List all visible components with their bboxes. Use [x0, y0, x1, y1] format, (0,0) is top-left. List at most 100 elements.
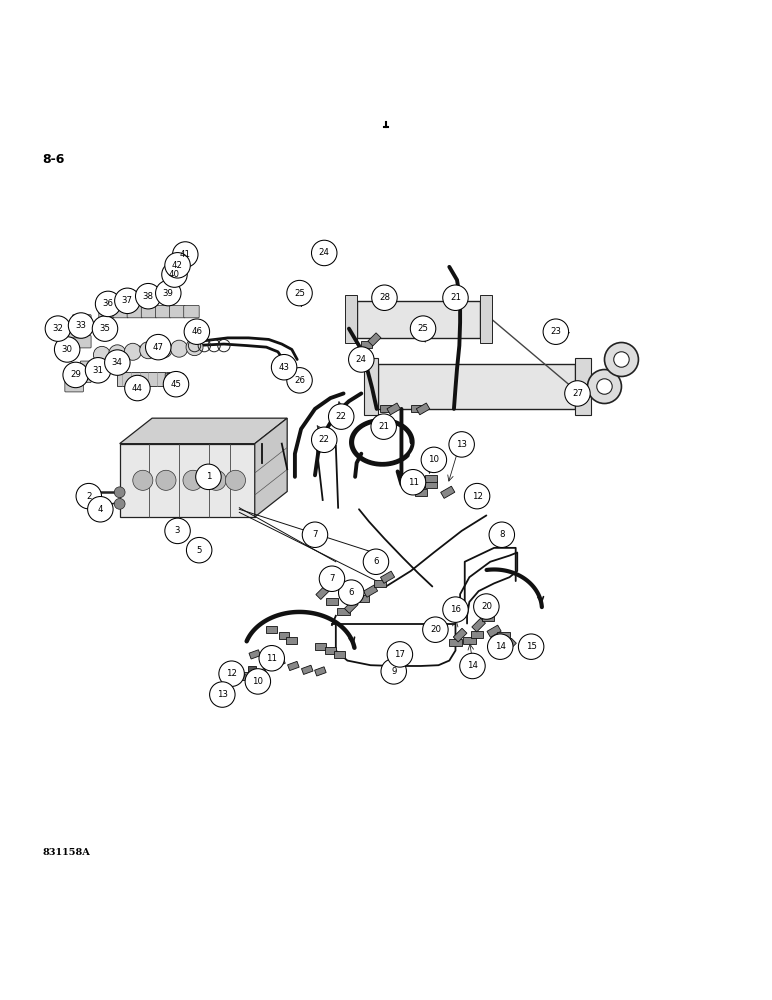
- Circle shape: [63, 362, 88, 388]
- Circle shape: [328, 404, 354, 429]
- Text: 6: 6: [373, 557, 379, 566]
- Circle shape: [114, 498, 125, 509]
- Text: 36: 36: [103, 299, 113, 308]
- Bar: [503, 638, 516, 652]
- Bar: [368, 333, 381, 346]
- Circle shape: [93, 346, 110, 363]
- Circle shape: [371, 414, 397, 439]
- Bar: [255, 668, 267, 679]
- Bar: [266, 626, 277, 633]
- Circle shape: [171, 340, 188, 357]
- Circle shape: [319, 566, 344, 591]
- Text: 21: 21: [450, 293, 461, 302]
- Circle shape: [587, 370, 621, 404]
- Bar: [316, 586, 330, 599]
- Circle shape: [184, 319, 209, 344]
- Circle shape: [422, 617, 448, 642]
- Text: 45: 45: [171, 380, 181, 389]
- Polygon shape: [357, 301, 480, 338]
- Circle shape: [136, 283, 161, 309]
- Text: 33: 33: [76, 321, 86, 330]
- Text: 10: 10: [252, 677, 263, 686]
- Text: 13: 13: [217, 690, 228, 699]
- FancyBboxPatch shape: [184, 305, 199, 318]
- Bar: [286, 637, 297, 644]
- Circle shape: [109, 345, 126, 362]
- Bar: [380, 405, 391, 412]
- Circle shape: [140, 342, 157, 359]
- Bar: [357, 595, 369, 602]
- Text: 2: 2: [86, 492, 92, 501]
- Bar: [337, 608, 350, 615]
- Text: 7: 7: [312, 530, 318, 539]
- Bar: [263, 654, 274, 663]
- Bar: [242, 672, 256, 680]
- Text: 24: 24: [356, 355, 367, 364]
- Circle shape: [442, 597, 468, 622]
- Circle shape: [209, 682, 235, 707]
- Bar: [276, 366, 292, 375]
- FancyBboxPatch shape: [65, 326, 83, 338]
- Bar: [441, 486, 455, 498]
- Circle shape: [473, 594, 499, 619]
- Bar: [480, 295, 492, 343]
- Text: 29: 29: [70, 370, 81, 379]
- Text: 35: 35: [100, 324, 110, 333]
- Text: 15: 15: [526, 642, 537, 651]
- Bar: [315, 667, 326, 676]
- Text: 831158A: 831158A: [42, 848, 90, 857]
- Text: 10: 10: [428, 455, 439, 464]
- Circle shape: [133, 470, 153, 490]
- Bar: [288, 661, 299, 671]
- Circle shape: [172, 242, 198, 267]
- Text: 13: 13: [456, 440, 467, 449]
- Circle shape: [449, 432, 474, 457]
- Text: 9: 9: [391, 667, 396, 676]
- Circle shape: [372, 285, 397, 310]
- Text: 3: 3: [174, 526, 181, 535]
- Text: 14: 14: [495, 642, 506, 651]
- Text: 16: 16: [450, 605, 461, 614]
- Circle shape: [187, 537, 212, 563]
- FancyBboxPatch shape: [141, 305, 157, 318]
- Text: 5: 5: [196, 546, 202, 555]
- Text: 6: 6: [348, 588, 354, 597]
- Circle shape: [459, 653, 485, 679]
- Circle shape: [76, 483, 101, 509]
- Text: 42: 42: [172, 261, 183, 270]
- Circle shape: [54, 337, 80, 362]
- FancyBboxPatch shape: [73, 370, 91, 383]
- FancyBboxPatch shape: [155, 305, 171, 318]
- Bar: [361, 341, 372, 348]
- Bar: [274, 658, 285, 667]
- Circle shape: [68, 313, 93, 338]
- FancyBboxPatch shape: [73, 336, 91, 348]
- Bar: [374, 580, 386, 587]
- Text: 21: 21: [378, 422, 389, 431]
- Bar: [472, 618, 486, 632]
- Circle shape: [488, 634, 513, 659]
- Circle shape: [155, 341, 172, 358]
- Circle shape: [489, 522, 515, 547]
- Circle shape: [259, 646, 284, 671]
- Circle shape: [245, 669, 270, 694]
- FancyBboxPatch shape: [65, 380, 83, 392]
- Text: 7: 7: [329, 574, 335, 583]
- FancyBboxPatch shape: [127, 305, 143, 318]
- Circle shape: [124, 375, 150, 401]
- Text: 12: 12: [226, 669, 237, 678]
- Text: 24: 24: [319, 248, 330, 257]
- Polygon shape: [378, 364, 575, 409]
- Bar: [315, 643, 326, 650]
- Bar: [345, 295, 357, 343]
- Text: 30: 30: [62, 345, 73, 354]
- Circle shape: [381, 659, 407, 684]
- Circle shape: [411, 316, 435, 341]
- Circle shape: [219, 661, 244, 686]
- Circle shape: [155, 280, 181, 306]
- Circle shape: [349, 347, 374, 372]
- Circle shape: [614, 352, 629, 367]
- Text: 11: 11: [266, 654, 277, 663]
- Text: 38: 38: [143, 292, 154, 301]
- Circle shape: [422, 447, 446, 473]
